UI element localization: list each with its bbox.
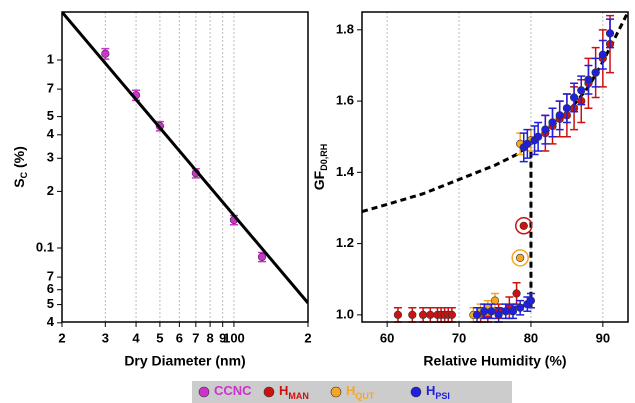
fit-line: [362, 12, 628, 213]
y-tick-label: 1.0: [336, 306, 354, 321]
legend-name: H: [426, 383, 435, 398]
y-tick-label: 3: [47, 150, 54, 165]
legend-marker: [330, 386, 342, 398]
point: [555, 111, 564, 120]
point: [516, 303, 525, 312]
point: [541, 125, 550, 134]
y-tick-label: 4: [47, 126, 55, 141]
point: [605, 29, 615, 38]
y-tick-label: 1.8: [336, 21, 354, 36]
x-tick-label: 5: [156, 330, 163, 345]
point: [393, 310, 403, 319]
legend-label: HQUT: [346, 383, 375, 401]
point: [526, 296, 536, 305]
legend-sub: MAN: [288, 391, 309, 401]
y-tick-label: 1: [47, 51, 54, 66]
y-tick-label: 1.6: [336, 93, 354, 108]
x-tick-label: 2: [304, 330, 311, 345]
point: [257, 252, 267, 262]
point: [101, 49, 110, 58]
y-label-tail: (%): [11, 146, 27, 172]
y-tick-label: 1.4: [336, 164, 355, 179]
y-axis-label: GFD0,RH: [311, 144, 330, 190]
legend-name: H: [346, 383, 355, 398]
x-tick-label: 8: [206, 330, 213, 345]
x-tick-label: 60: [380, 330, 394, 345]
y-label-main: S: [11, 178, 27, 187]
y-label-sub: D0,RH: [319, 144, 329, 171]
y-tick-label: 0.1: [36, 239, 54, 254]
y-axis-label: SC (%): [11, 146, 30, 188]
x-tick-label: 80: [524, 330, 538, 345]
legend-name: H: [279, 383, 288, 398]
point: [494, 310, 503, 319]
y-tick-label: 2: [47, 183, 54, 198]
x-axis-label: Relative Humidity (%): [423, 353, 566, 369]
point: [490, 296, 500, 305]
x-tick-label: 4: [132, 330, 140, 345]
fit-line: [62, 12, 308, 304]
x-tick-label: 7: [192, 330, 199, 345]
x-tick-label: 100: [223, 330, 245, 345]
legend-box: [192, 381, 512, 403]
point: [480, 307, 489, 316]
highlight-ring: [511, 249, 529, 267]
point: [548, 118, 557, 127]
point: [426, 310, 435, 319]
x-tick-label: 6: [176, 330, 183, 345]
legend-marker: [410, 386, 422, 398]
y-tick-label: 1.2: [336, 235, 354, 250]
point: [487, 307, 496, 316]
point: [591, 68, 600, 77]
point: [598, 50, 607, 59]
point: [577, 86, 586, 95]
y-tick-label: 4: [47, 314, 55, 329]
plot-frame: [61, 11, 309, 323]
legend-label: HMAN: [279, 383, 309, 401]
point: [508, 307, 518, 316]
point: [523, 139, 532, 148]
legend-label: CCNC: [214, 383, 252, 398]
x-tick-label: 2: [58, 330, 65, 345]
legend-sub: PSI: [435, 391, 450, 401]
x-tick-label: 90: [596, 330, 610, 345]
y-tick-label: 7: [47, 81, 54, 96]
legend-marker: [263, 386, 275, 398]
point: [419, 310, 428, 319]
y-tick-label: 7: [47, 269, 54, 284]
x-axis-label: Dry Diameter (nm): [124, 353, 245, 369]
x-tick-label: 9: [219, 330, 226, 345]
highlight-ring: [515, 217, 533, 235]
legend-name: CCNC: [214, 383, 252, 398]
point: [447, 310, 456, 319]
point: [584, 75, 593, 84]
legend-sub: QUT: [355, 391, 375, 401]
point: [562, 104, 571, 113]
legend-marker: [198, 386, 210, 398]
point: [534, 132, 543, 141]
point: [569, 93, 579, 102]
legend-label: HPSI: [426, 383, 450, 401]
x-tick-label: 3: [102, 330, 109, 345]
plot-frame: [361, 11, 629, 323]
point: [516, 253, 525, 262]
point: [472, 310, 482, 319]
y-tick-label: 6: [47, 281, 54, 296]
point: [408, 310, 417, 319]
y-label-sub: C: [19, 171, 29, 178]
y-label-main: GF: [311, 170, 327, 190]
point: [512, 289, 521, 298]
y-tick-label: 5: [47, 108, 54, 123]
y-tick-label: 5: [47, 296, 54, 311]
x-tick-label: 70: [452, 330, 466, 345]
point: [519, 221, 528, 230]
point: [501, 307, 510, 316]
